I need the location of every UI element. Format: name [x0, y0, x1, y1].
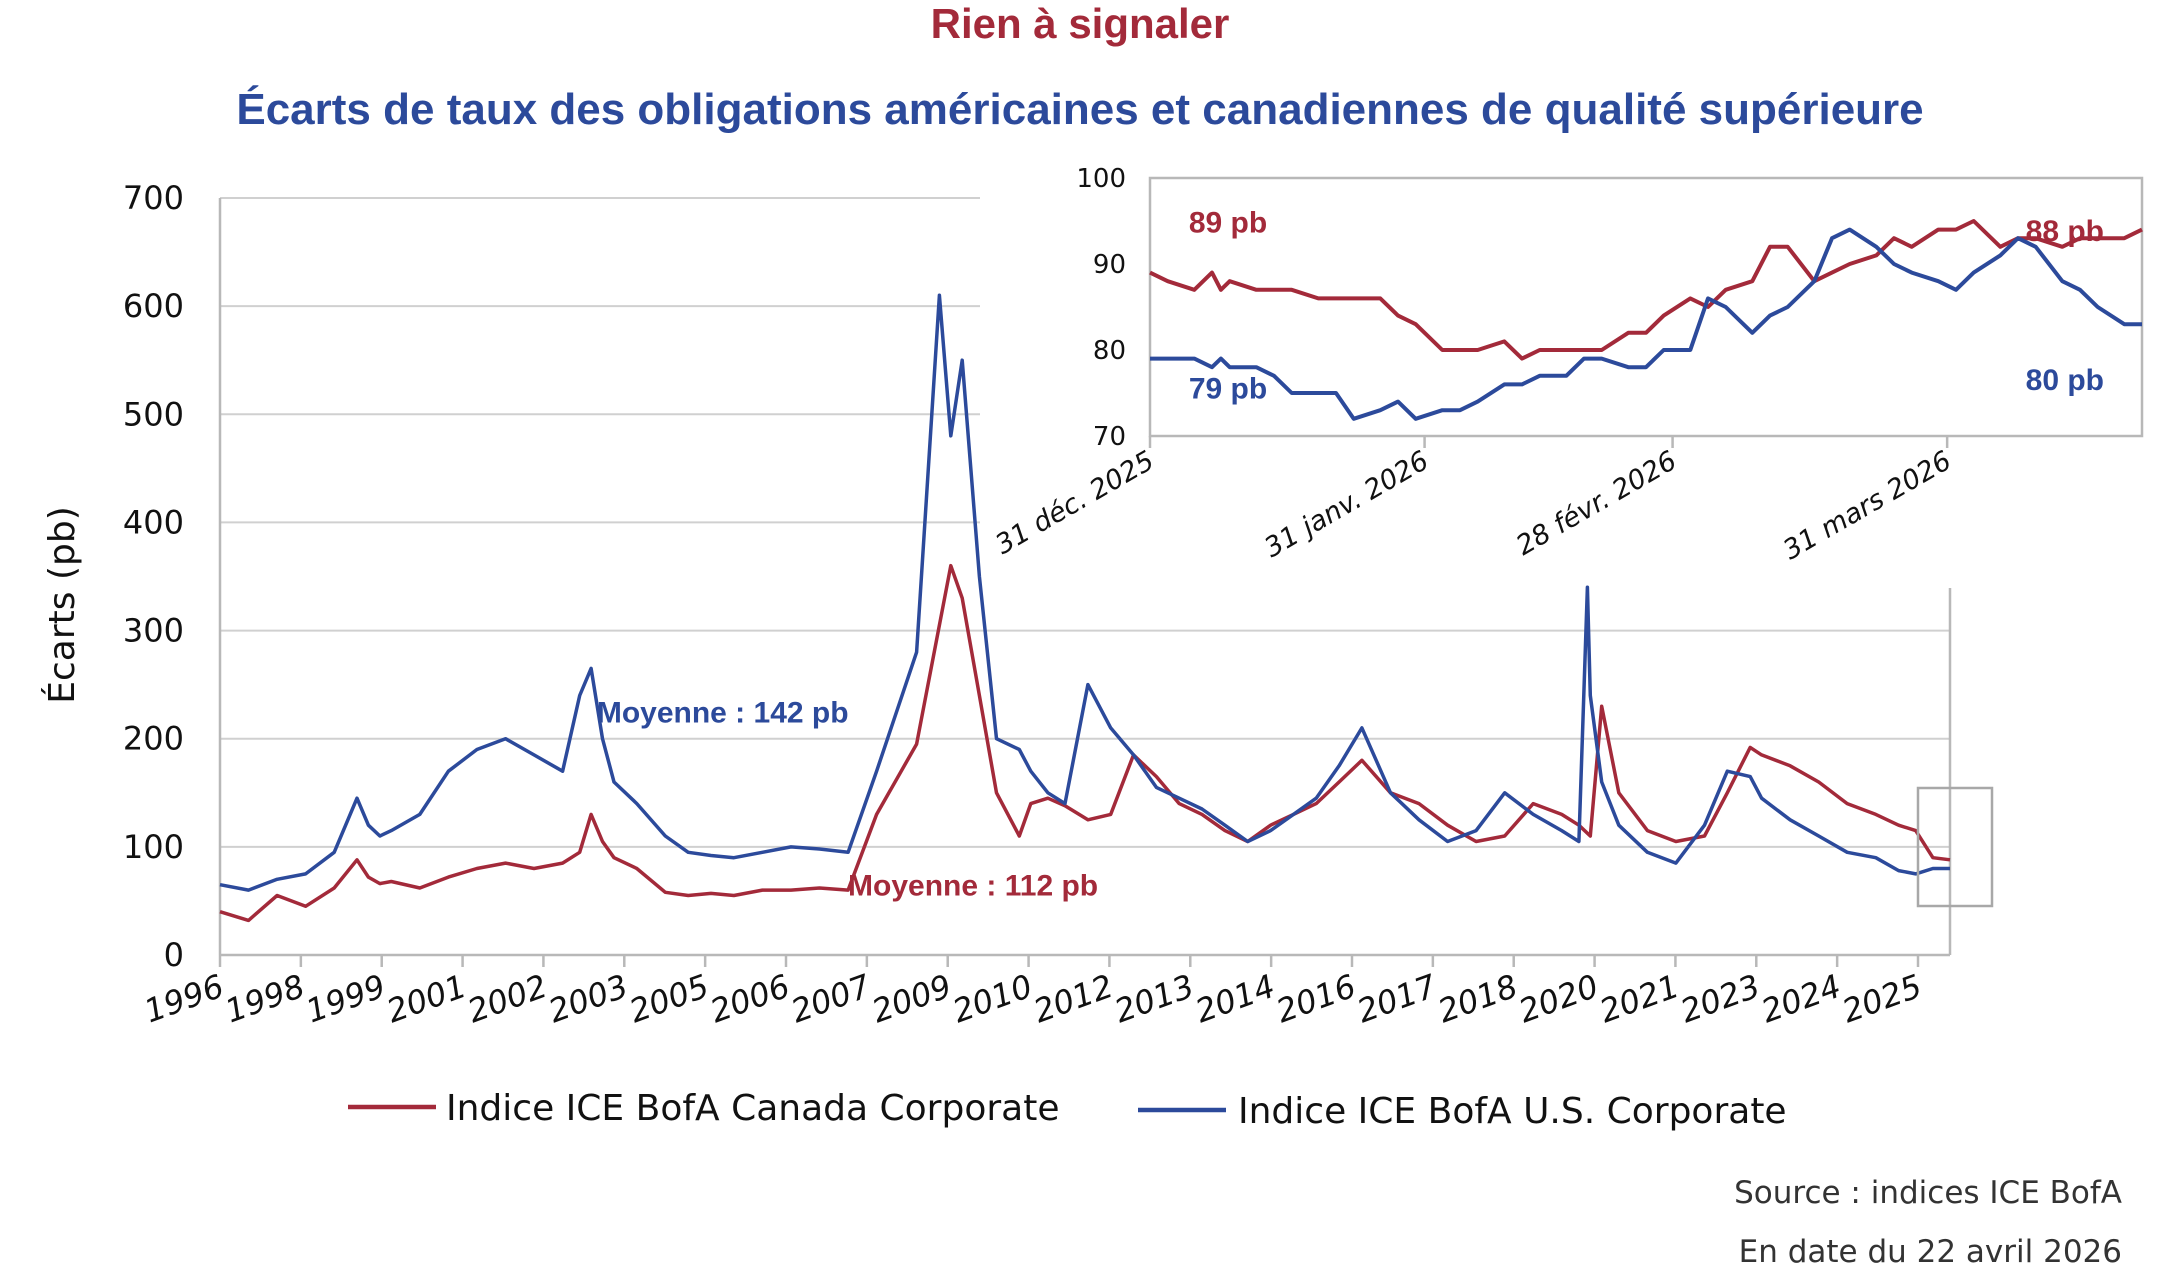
main-series-lines [219, 293, 1951, 923]
main-x-tick-0: 1996 [139, 967, 229, 1031]
chart-subtitle: Écarts de taux des obligations américain… [236, 84, 1923, 134]
main-y-tick-4: 400 [123, 503, 184, 541]
inset-series-line-1 [1150, 227, 2142, 421]
inset-y-tick-1: 80 [1093, 336, 1126, 366]
inset-annotation-3: 80 pb [2026, 364, 2104, 397]
main-series-line-0 [219, 563, 1951, 923]
main-x-tick-4: 2002 [463, 967, 553, 1031]
main-x-tick-5: 2003 [543, 967, 633, 1031]
main-x-tick-labels: 1996199819992001200220032005200620072009… [139, 967, 1927, 1031]
y-axis-label: Écarts (pb) [41, 506, 83, 704]
main-series-line-1 [219, 293, 1950, 892]
inset-axes [1148, 176, 2144, 448]
main-y-tick-5: 500 [123, 395, 184, 433]
source-line-2: En date du 22 avril 2026 [1739, 1234, 2122, 1269]
inset-series-lines [1149, 219, 2143, 421]
main-x-tick-14: 2016 [1271, 967, 1361, 1031]
main-x-tick-11: 2012 [1029, 967, 1119, 1031]
main-x-tick-6: 2005 [624, 967, 714, 1031]
main-annotation-0: Moyenne : 142 pb [597, 696, 849, 729]
main-annotation-1: Moyenne : 112 pb [848, 870, 1098, 903]
main-x-tick-19: 2023 [1675, 967, 1765, 1031]
inset-y-tick-2: 90 [1093, 250, 1126, 280]
main-y-tick-6: 600 [123, 287, 184, 325]
main-x-tick-21: 2025 [1837, 967, 1927, 1031]
main-x-tick-10: 2010 [948, 967, 1038, 1031]
main-y-tick-3: 300 [123, 612, 184, 650]
main-x-tick-8: 2007 [786, 967, 876, 1031]
inset-series-line-0 [1149, 219, 2143, 361]
legend: Indice ICE BofA Canada Corporate Indice … [348, 1088, 1787, 1132]
source-line-1: Source : indices ICE BofA [1734, 1175, 2122, 1211]
main-x-tick-9: 2009 [867, 967, 957, 1031]
legend-label-canada: Indice ICE BofA Canada Corporate [446, 1088, 1059, 1129]
inset-y-tick-3: 100 [1076, 164, 1126, 194]
zoom-highlight-box [1916, 786, 1994, 908]
main-annotations: Moyenne : 142 pb Moyenne : 112 pb [597, 696, 1098, 902]
inset-y-tick-0: 70 [1093, 422, 1126, 452]
main-x-tick-13: 2014 [1190, 967, 1280, 1031]
main-x-tick-7: 2006 [705, 967, 795, 1031]
main-x-tick-1: 1998 [220, 967, 310, 1031]
main-y-tick-7: 700 [123, 179, 184, 217]
inset-frame [1148, 176, 2144, 438]
main-x-tick-16: 2018 [1433, 967, 1523, 1031]
main-y-tick-0: 0 [164, 936, 184, 974]
inset-y-tick-labels: 70 80 90 100 [1076, 164, 1126, 452]
main-y-tick-1: 100 [123, 828, 184, 866]
main-y-tick-2: 200 [123, 720, 184, 758]
legend-label-us: Indice ICE BofA U.S. Corporate [1238, 1091, 1787, 1132]
inset-annotations: 89 pb 79 pb 88 pb 80 pb [1189, 207, 2104, 406]
main-x-tick-17: 2020 [1514, 967, 1604, 1031]
main-x-tick-15: 2017 [1352, 967, 1442, 1031]
main-x-tick-20: 2024 [1756, 967, 1846, 1031]
main-y-tick-labels: 0 100 200 300 400 500 600 700 [123, 179, 184, 974]
inset-annotation-2: 88 pb [2026, 215, 2104, 248]
chart-title: Rien à signaler [931, 0, 1230, 47]
main-axes [218, 198, 1952, 967]
inset-annotation-1: 79 pb [1189, 373, 1267, 406]
main-x-tick-2: 1999 [301, 967, 391, 1031]
inset-annotation-0: 89 pb [1189, 207, 1267, 240]
main-x-tick-3: 2001 [382, 967, 472, 1031]
main-x-tick-18: 2021 [1595, 967, 1685, 1031]
main-x-tick-12: 2013 [1109, 967, 1199, 1031]
